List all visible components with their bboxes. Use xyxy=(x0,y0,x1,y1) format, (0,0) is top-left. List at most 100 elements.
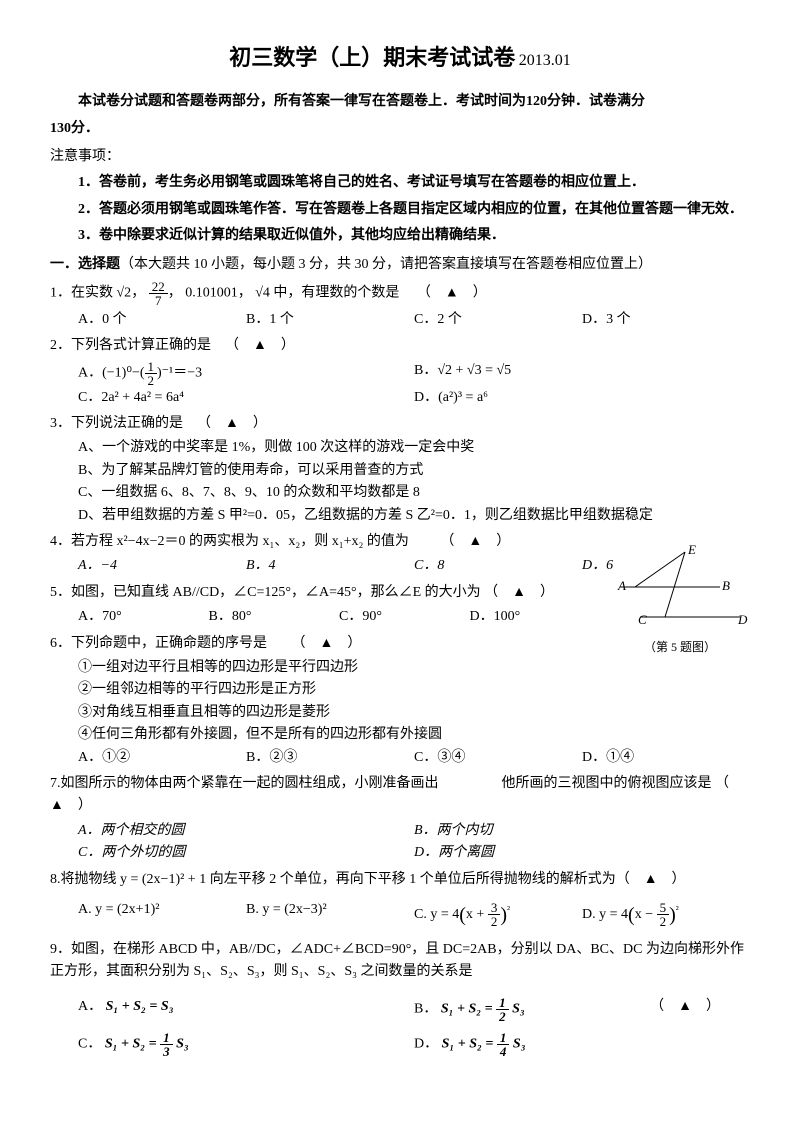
q6-options: A．①② B．②③ C．③④ D．①④ xyxy=(50,747,750,769)
q8-D-inner: x − xyxy=(635,907,657,922)
q9-B-den: 2 xyxy=(496,1010,509,1023)
q1-m1: √2 xyxy=(117,286,132,301)
q8-C-close: ) xyxy=(500,904,507,926)
q7-optD: D．两个离圆 xyxy=(414,842,750,864)
q9-options-row1: A． S₁ + S₂ = S₃ B． S₁ + S₂ = 12 S₃ （ ▲ ） xyxy=(50,996,750,1023)
intro-mid: 分钟．试卷满分 xyxy=(547,94,645,109)
q1-optB: B．1 个 xyxy=(246,309,414,331)
q7-optC: C．两个外切的圆 xyxy=(78,842,414,864)
q4-stem: 4．若方程 x²−4x−2＝0 的两实根为 x₁、x₂，则 x₁+x₂ 的值为 xyxy=(50,534,409,549)
q8-D-frac: 52 xyxy=(657,901,670,928)
q8-D-num: 5 xyxy=(657,901,670,915)
q8-D-close: ) xyxy=(669,904,676,926)
q8-C-exp: ² xyxy=(507,904,510,915)
q7-stem-post: 他所画的三视图中的俯视图应该是 xyxy=(502,776,712,791)
q9-D-frac: 14 xyxy=(497,1031,510,1058)
q9-optA: A． S₁ + S₂ = S₃ xyxy=(78,996,414,1023)
q8-stem: 8.将抛物线 y = (2x−1)² + 1 向左平移 2 个单位，再向下平移 … xyxy=(50,872,686,887)
exam-intro: 本试卷分试题和答题卷两部分，所有答案一律写在答题卷上．考试时间为120分钟．试卷… xyxy=(50,91,750,113)
q4-blank: （ ▲ ） xyxy=(440,534,510,549)
q8-optC: C. y = 4(x + 32)² xyxy=(414,899,582,931)
q7-options-row2: C．两个外切的圆 D．两个离圆 xyxy=(50,842,750,864)
question-7: 7.如图所示的物体由两个紧靠在一起的圆柱组成，小刚准备画出 他所画的三视图中的俯… xyxy=(50,773,750,818)
question-8: 8.将抛物线 y = (2x−1)² + 1 向左平移 2 个单位，再向下平移 … xyxy=(50,869,750,891)
q2-options-row2: C．2a² + 4a² = 6a⁴ D．(a²)³ = a⁶ xyxy=(50,387,750,409)
intro-text: 本试卷分试题和答题卷两部分，所有答案一律写在答题卷上．考试时间为 xyxy=(78,94,526,109)
q9-C-num: 1 xyxy=(160,1031,173,1045)
q4-optD: D．6 xyxy=(582,555,750,577)
q8-C-num: 3 xyxy=(488,901,501,915)
q5-optD: D．100° xyxy=(470,606,601,628)
q3-optA: A、一个游戏的中奖率是 1%，则做 100 次这样的游戏一定会中奖 xyxy=(50,437,750,459)
section1-label: 一．选择题 xyxy=(50,257,120,272)
q1-optD: D．3 个 xyxy=(582,309,750,331)
q2-optA: A．(−1)⁰−(12)⁻¹＝−3 xyxy=(78,360,414,387)
q8-C-frac: 32 xyxy=(488,901,501,928)
q7-optA: A．两个相交的圆 xyxy=(78,820,414,842)
q2-options-row1: A．(−1)⁰−(12)⁻¹＝−3 B．√2 + √3 = √5 xyxy=(50,360,750,387)
notice-1: 1．答卷前，考生务必用钢笔或圆珠笔将自己的姓名、考试证号填写在答题卷的相应位置上… xyxy=(50,172,750,194)
q1-frac-num: 22 xyxy=(149,280,168,294)
q6-s1: ①一组对边平行且相等的四边形是平行四边形 xyxy=(50,657,750,679)
intro-score: 130 xyxy=(50,121,71,136)
q6-optD: D．①④ xyxy=(582,747,750,769)
q6-stem: 6．下列命题中，正确命题的序号是 xyxy=(50,636,267,651)
q9-optD: D． S₁ + S₂ = 14 S₃ xyxy=(414,1031,750,1058)
q9-C-pre: S₁ + S₂ = xyxy=(105,1036,160,1051)
q3-optC: C、一组数据 6、8、7、8、9、10 的众数和平均数都是 8 xyxy=(50,482,750,504)
q1-blank: （ ▲ ） xyxy=(417,286,487,301)
q1-m4: √4 xyxy=(255,286,270,301)
q2-optC: C．2a² + 4a² = 6a⁴ xyxy=(78,387,414,409)
q8-optB: B. y = (2x−3)² xyxy=(246,899,414,931)
q9-D-num: 1 xyxy=(497,1031,510,1045)
question-2: 2．下列各式计算正确的是 （ ▲ ） xyxy=(50,335,750,357)
exam-intro-line2: 130分． xyxy=(50,118,750,140)
q1-optA: A．0 个 xyxy=(78,309,246,331)
q9-options-row2: C． S₁ + S₂ = 13 S₃ D． S₁ + S₂ = 14 S₃ xyxy=(50,1031,750,1058)
q5-optA: A．70° xyxy=(78,606,209,628)
question-3: 3．下列说法正确的是 （ ▲ ） xyxy=(50,413,750,435)
q6-s2: ②一组邻边相等的平行四边形是正方形 xyxy=(50,679,750,701)
q9-D-pre: S₁ + S₂ = xyxy=(442,1036,497,1051)
intro-end: 分． xyxy=(71,121,99,136)
question-9: 9．如图，在梯形 ABCD 中，AB//DC，∠ADC+∠BCD=90°，且 D… xyxy=(50,939,750,984)
q8-options: A. y = (2x+1)² B. y = (2x−3)² C. y = 4(x… xyxy=(50,899,750,931)
q8-C-inner: x + xyxy=(466,907,488,922)
q8-D-open: ( xyxy=(628,904,635,926)
notice-3: 3．卷中除要求近似计算的结果取近似值外，其他均应给出精确结果． xyxy=(50,225,750,247)
q9-C-den: 3 xyxy=(160,1045,173,1058)
q8-optD: D. y = 4(x − 52)² xyxy=(582,899,750,931)
q5-blank: （ ▲ ） xyxy=(484,585,554,600)
q6-optC: C．③④ xyxy=(414,747,582,769)
q9-B-pre: S₁ + S₂ = xyxy=(441,1001,496,1016)
section1-head: 一．选择题（本大题共 10 小题，每小题 3 分，共 30 分，请把答案直接填写… xyxy=(50,254,750,276)
question-1: 1．在实数 √2， 22 7 ， 0.101001， √4 中，有理数的个数是 … xyxy=(50,280,750,307)
q9-B-frac: 12 xyxy=(496,996,509,1023)
q1-options: A．0 个 B．1 个 C．2 个 D．3 个 xyxy=(50,309,750,331)
q6-blank: （ ▲ ） xyxy=(292,636,362,651)
question-5: 5．如图，已知直线 AB//CD，∠C=125°，∠A=45°，那么∠E 的大小… xyxy=(50,582,750,604)
q4-optB: B．4 xyxy=(246,555,414,577)
q1-optC: C．2 个 xyxy=(414,309,582,331)
q9-A-label: A． xyxy=(78,999,102,1014)
q9-D-den: 4 xyxy=(497,1045,510,1058)
q8-D-pre: D. y = 4 xyxy=(582,907,628,922)
q6-optA: A．①② xyxy=(78,747,246,769)
notice-2: 2．答题必须用钢笔或圆珠笔作答．写在答题卷上各题目指定区域内相应的位置，在其他位… xyxy=(50,199,750,221)
title-main: 初三数学（上）期末考试试卷 xyxy=(229,45,515,70)
exam-title: 初三数学（上）期末考试试卷 2013.01 xyxy=(50,40,750,75)
intro-time: 120 xyxy=(526,94,547,109)
svg-text:D: D xyxy=(737,612,748,627)
q4-options: A．−4 B．4 C．8 D．6 xyxy=(50,555,750,577)
q2-optB: B．√2 + √3 = √5 xyxy=(414,360,750,387)
q9-C-frac: 13 xyxy=(160,1031,173,1058)
q5-stem: 5．如图，已知直线 AB//CD，∠C=125°，∠A=45°，那么∠E 的大小… xyxy=(50,585,481,600)
q1-stem-pre: 1．在实数 xyxy=(50,286,113,301)
q9-C-post: S₃ xyxy=(173,1036,189,1051)
q6-s4: ④任何三角形都有外接圆，但不是所有的四边形都有外接圆 xyxy=(50,724,750,746)
q3-stem: 3．下列说法正确的是 xyxy=(50,416,183,431)
q2-A-frac: 12 xyxy=(145,360,158,387)
q7-optB: B．两个内切 xyxy=(414,820,750,842)
title-sub: 2013.01 xyxy=(519,52,571,69)
q2-A-pre: A．(−1)⁰−( xyxy=(78,365,145,380)
